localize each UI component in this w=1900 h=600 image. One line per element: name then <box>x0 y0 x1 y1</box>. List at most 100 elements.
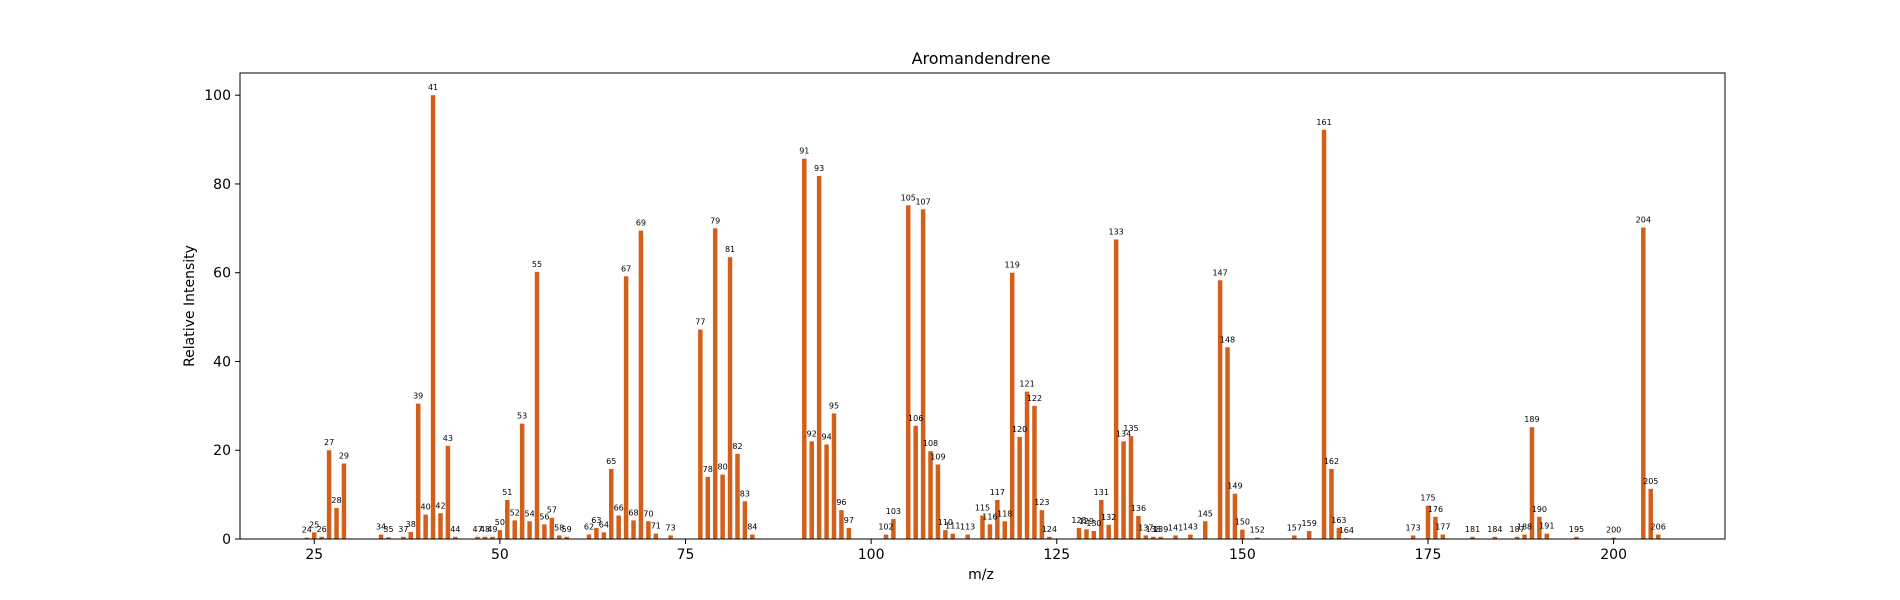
bar-mz-136 <box>1136 515 1141 539</box>
bar-label-mz-117: 117 <box>990 488 1005 497</box>
bar-label-mz-128: 128 <box>1071 516 1086 525</box>
x-tick-label-75: 75 <box>677 547 695 563</box>
bar-label-mz-70: 70 <box>643 509 653 518</box>
bar-label-mz-149: 149 <box>1227 482 1242 491</box>
bar-label-mz-39: 39 <box>413 392 423 401</box>
bar-mz-56 <box>542 524 547 539</box>
bar-mz-107 <box>920 209 926 539</box>
bar-label-mz-159: 159 <box>1302 519 1317 528</box>
bar-label-mz-67: 67 <box>621 264 631 273</box>
x-axis-title: m/z <box>968 567 994 583</box>
bar-label-mz-49: 49 <box>487 525 497 534</box>
bar-label-mz-130: 130 <box>1086 519 1101 528</box>
bar-label-mz-118: 118 <box>997 509 1012 518</box>
bar-mz-139 <box>1158 536 1163 539</box>
bar-label-mz-157: 157 <box>1287 523 1302 532</box>
bar-mz-110 <box>943 530 948 539</box>
bar-mz-71 <box>653 533 659 539</box>
bar-label-mz-25: 25 <box>309 520 319 529</box>
bar-label-mz-131: 131 <box>1094 488 1109 497</box>
bar-label-mz-97: 97 <box>844 516 854 525</box>
bar-mz-113 <box>965 534 970 539</box>
bar-label-mz-205: 205 <box>1643 477 1658 486</box>
bar-mz-92 <box>809 441 814 539</box>
bar-mz-108 <box>928 451 933 539</box>
bar-label-mz-69: 69 <box>636 219 646 228</box>
bar-mz-37 <box>401 536 406 539</box>
bar-label-mz-105: 105 <box>901 193 916 202</box>
bar-mz-135 <box>1128 436 1134 539</box>
bar-mz-122 <box>1032 405 1037 539</box>
bar-label-mz-147: 147 <box>1212 268 1227 277</box>
bar-mz-44 <box>453 536 458 539</box>
bar-label-mz-83: 83 <box>740 489 750 498</box>
bar-label-mz-58: 58 <box>554 523 564 532</box>
bar-mz-66 <box>616 515 621 539</box>
bar-mz-141 <box>1173 535 1178 539</box>
bar-label-mz-42: 42 <box>435 501 445 510</box>
bar-mz-59 <box>564 536 569 539</box>
bar-mz-187 <box>1514 536 1520 539</box>
bar-mz-29 <box>341 463 347 539</box>
bar-mz-177 <box>1440 534 1446 539</box>
bar-mz-200 <box>1611 537 1616 539</box>
bar-label-mz-162: 162 <box>1324 457 1339 466</box>
bar-label-mz-57: 57 <box>547 506 557 515</box>
bar-label-mz-145: 145 <box>1198 509 1213 518</box>
bar-mz-195 <box>1574 536 1579 539</box>
bar-mz-78 <box>705 476 711 539</box>
bar-mz-91 <box>802 158 807 539</box>
bar-mz-145 <box>1203 521 1208 539</box>
bar-mz-152 <box>1254 537 1260 539</box>
bar-mz-120 <box>1017 436 1022 539</box>
bar-label-mz-84: 84 <box>747 523 757 532</box>
bar-mz-176 <box>1433 516 1438 539</box>
bar-label-mz-47: 47 <box>473 525 483 534</box>
bar-mz-173 <box>1410 535 1416 539</box>
bar-mz-69 <box>638 230 644 540</box>
bar-mz-27 <box>326 450 332 539</box>
bar-mz-93 <box>816 175 822 539</box>
x-tick-label-100: 100 <box>858 547 885 563</box>
bar-label-mz-68: 68 <box>628 508 638 517</box>
bar-label-mz-122: 122 <box>1027 394 1042 403</box>
bar-mz-132 <box>1106 524 1111 539</box>
bar-label-mz-28: 28 <box>331 496 341 505</box>
bar-label-mz-63: 63 <box>591 516 601 525</box>
bar-label-mz-94: 94 <box>821 432 831 441</box>
bar-label-mz-184: 184 <box>1487 525 1502 534</box>
bar-label-mz-52: 52 <box>510 508 520 517</box>
bar-mz-103 <box>891 519 896 539</box>
bar-mz-43 <box>445 445 451 539</box>
bar-label-mz-92: 92 <box>807 429 817 438</box>
bar-label-mz-152: 152 <box>1250 526 1265 535</box>
bar-label-mz-204: 204 <box>1636 215 1651 224</box>
bar-mz-128 <box>1076 527 1082 539</box>
bar-label-mz-164: 164 <box>1339 526 1354 535</box>
bar-mz-117 <box>995 499 1000 539</box>
bar-label-mz-35: 35 <box>383 525 393 534</box>
bar-label-mz-143: 143 <box>1183 523 1198 532</box>
bar-mz-35 <box>386 537 391 539</box>
bar-label-mz-79: 79 <box>710 216 720 225</box>
bar-label-mz-123: 123 <box>1034 498 1049 507</box>
bar-label-mz-150: 150 <box>1235 518 1250 527</box>
bar-mz-111 <box>950 533 956 539</box>
bar-mz-148 <box>1225 347 1230 539</box>
bar-label-mz-109: 109 <box>930 452 945 461</box>
bar-mz-105 <box>906 205 911 539</box>
bar-mz-63 <box>594 527 599 539</box>
bar-label-mz-44: 44 <box>450 525 460 534</box>
bar-mz-157 <box>1292 535 1297 539</box>
chart-title: Aromandendrene <box>912 49 1051 68</box>
bar-mz-205 <box>1648 488 1653 539</box>
bar-mz-206 <box>1655 534 1661 539</box>
bar-mz-109 <box>935 464 941 539</box>
bar-mz-116 <box>987 524 993 539</box>
bar-label-mz-82: 82 <box>732 442 742 451</box>
bar-label-mz-102: 102 <box>878 523 893 532</box>
bar-mz-55 <box>534 271 540 539</box>
bar-mz-50 <box>497 530 503 539</box>
